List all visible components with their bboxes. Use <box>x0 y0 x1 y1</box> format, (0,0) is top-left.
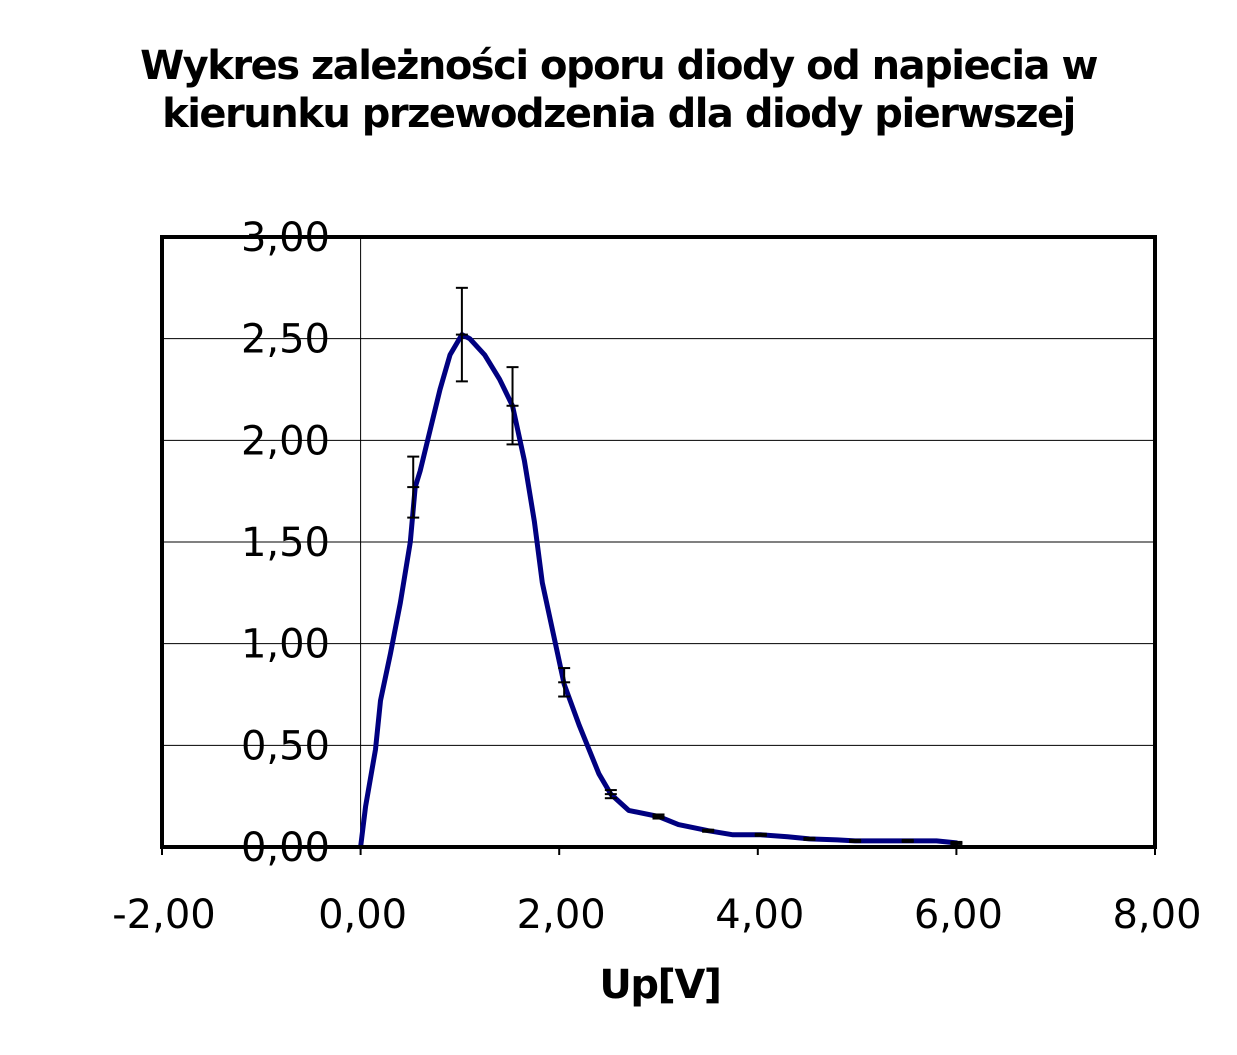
x-tick-label: 2,00 <box>517 892 606 938</box>
x-tick-label: 8,00 <box>1112 892 1201 938</box>
x-tick-label: 6,00 <box>914 892 1003 938</box>
y-tick-label: 1,50 <box>241 520 330 566</box>
chart-title-line-2: kierunku przewodzenia dla diody pierwsze… <box>162 91 1076 137</box>
axes <box>161 237 1156 855</box>
x-tick-label: 4,00 <box>715 892 804 938</box>
y-tick-label: 0,50 <box>241 723 330 769</box>
grid-lines <box>162 338 1155 746</box>
x-tick-label: 0,00 <box>318 892 407 938</box>
tick-labels: 0,000,501,001,502,002,503,00-2,00 0,00 2,0… <box>112 215 1201 938</box>
chart-title-line-1: Wykres zależności oporu diody od napieci… <box>140 43 1098 89</box>
error-bars <box>407 286 963 845</box>
plot-frame <box>160 235 1157 849</box>
x-tick-label: -2,00 <box>112 892 216 938</box>
y-tick-label: 1,00 <box>241 622 330 668</box>
series-line <box>358 332 959 850</box>
y-tick-label: 2,00 <box>241 418 330 464</box>
chart-title: Wykres zależności oporu diody od napieci… <box>0 42 1237 138</box>
data-series <box>358 332 959 850</box>
x-axis-label: Up[V] <box>599 962 722 1008</box>
y-tick-label: 2,50 <box>241 317 330 363</box>
